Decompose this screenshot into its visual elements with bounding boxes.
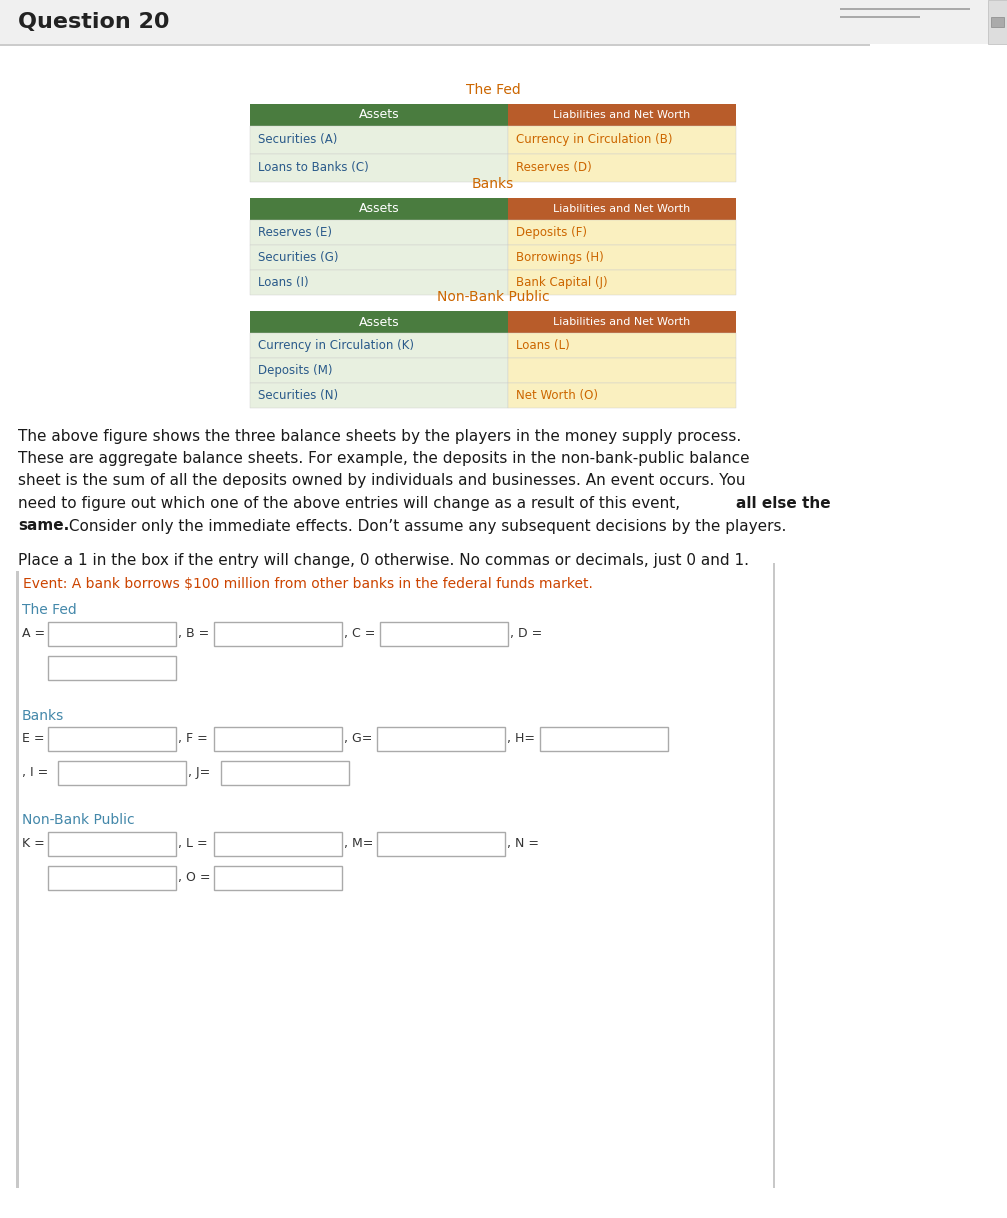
- Bar: [508, 333, 736, 358]
- Bar: [508, 382, 736, 408]
- Bar: [508, 220, 736, 245]
- Text: The above figure shows the three balance sheets by the players in the money supp: The above figure shows the three balance…: [18, 429, 741, 443]
- Bar: [508, 104, 736, 125]
- Bar: [214, 621, 342, 646]
- Text: Banks: Banks: [472, 177, 515, 191]
- Text: K =: K =: [22, 837, 44, 850]
- Text: Non-Bank Public: Non-Bank Public: [437, 290, 549, 304]
- Text: Loans (I): Loans (I): [258, 276, 308, 289]
- Bar: [988, 0, 1007, 44]
- Text: Non-Bank Public: Non-Bank Public: [22, 814, 135, 827]
- Bar: [840, 9, 970, 10]
- Text: need to figure out which one of the above entries will change as a result of thi: need to figure out which one of the abov…: [18, 496, 685, 512]
- Text: The Fed: The Fed: [465, 83, 521, 97]
- Bar: [508, 199, 736, 220]
- Bar: [214, 866, 342, 889]
- Text: Banks: Banks: [22, 709, 64, 722]
- Text: Liabilities and Net Worth: Liabilities and Net Worth: [554, 317, 691, 326]
- Text: , L =: , L =: [178, 837, 207, 850]
- Text: Securities (N): Securities (N): [258, 389, 338, 402]
- Text: , N =: , N =: [507, 837, 539, 850]
- Bar: [48, 621, 176, 646]
- Text: , D =: , D =: [510, 627, 542, 639]
- Bar: [48, 866, 176, 889]
- Bar: [250, 245, 508, 270]
- Bar: [48, 726, 176, 750]
- Text: Question 20: Question 20: [18, 12, 169, 32]
- Bar: [508, 311, 736, 333]
- Text: The Fed: The Fed: [22, 603, 77, 618]
- Bar: [0, 0, 1007, 44]
- Bar: [214, 726, 342, 750]
- Bar: [250, 153, 508, 181]
- Text: Loans to Banks (C): Loans to Banks (C): [258, 162, 369, 174]
- Text: Liabilities and Net Worth: Liabilities and Net Worth: [554, 110, 691, 121]
- Bar: [58, 760, 186, 784]
- Text: , F =: , F =: [178, 732, 207, 745]
- Text: , G=: , G=: [344, 732, 373, 745]
- Bar: [250, 311, 508, 333]
- Text: , J=: , J=: [188, 766, 210, 780]
- Bar: [508, 358, 736, 382]
- Text: , M=: , M=: [344, 837, 374, 850]
- Bar: [221, 760, 349, 784]
- Text: Liabilities and Net Worth: Liabilities and Net Worth: [554, 203, 691, 214]
- Bar: [16, 570, 19, 1188]
- Text: These are aggregate balance sheets. For example, the deposits in the non-bank-pu: These are aggregate balance sheets. For …: [18, 451, 749, 466]
- Bar: [214, 832, 342, 855]
- Bar: [250, 199, 508, 220]
- Bar: [540, 726, 668, 750]
- Text: Loans (L): Loans (L): [516, 339, 570, 352]
- Text: , B =: , B =: [178, 627, 209, 639]
- Bar: [48, 832, 176, 855]
- Bar: [380, 621, 508, 646]
- Bar: [0, 44, 870, 46]
- Text: Consider only the immediate effects. Don’t assume any subsequent decisions by th: Consider only the immediate effects. Don…: [64, 519, 786, 533]
- Bar: [250, 333, 508, 358]
- Text: , I =: , I =: [22, 766, 48, 780]
- Text: same.: same.: [18, 519, 69, 533]
- Bar: [250, 270, 508, 295]
- Text: Currency in Circulation (B): Currency in Circulation (B): [516, 134, 673, 146]
- Text: Securities (A): Securities (A): [258, 134, 337, 146]
- Bar: [250, 220, 508, 245]
- Text: all else the: all else the: [736, 496, 831, 512]
- Bar: [508, 270, 736, 295]
- Text: Currency in Circulation (K): Currency in Circulation (K): [258, 339, 414, 352]
- Bar: [773, 563, 775, 1188]
- Text: , O =: , O =: [178, 871, 210, 884]
- Bar: [250, 358, 508, 382]
- Text: sheet is the sum of all the deposits owned by individuals and businesses. An eve: sheet is the sum of all the deposits own…: [18, 474, 745, 488]
- Bar: [250, 125, 508, 153]
- Bar: [508, 125, 736, 153]
- Bar: [840, 16, 920, 18]
- Bar: [48, 655, 176, 680]
- Text: Assets: Assets: [358, 315, 400, 329]
- Text: , H=: , H=: [507, 732, 535, 745]
- Text: E =: E =: [22, 732, 44, 745]
- Text: Place a 1 in the box if the entry will change, 0 otherwise. No commas or decimal: Place a 1 in the box if the entry will c…: [18, 553, 749, 568]
- Text: Event: A bank borrows $100 million from other banks in the federal funds market.: Event: A bank borrows $100 million from …: [23, 577, 593, 592]
- Text: Securities (G): Securities (G): [258, 251, 338, 264]
- Bar: [508, 245, 736, 270]
- Text: Net Worth (O): Net Worth (O): [516, 389, 598, 402]
- Text: Deposits (F): Deposits (F): [516, 227, 587, 239]
- Text: Assets: Assets: [358, 202, 400, 216]
- Bar: [250, 104, 508, 125]
- Bar: [991, 17, 1004, 27]
- Bar: [377, 726, 505, 750]
- Text: Deposits (M): Deposits (M): [258, 364, 332, 378]
- Bar: [250, 382, 508, 408]
- Text: Reserves (E): Reserves (E): [258, 227, 332, 239]
- Text: , C =: , C =: [344, 627, 376, 639]
- Text: Reserves (D): Reserves (D): [516, 162, 592, 174]
- Text: Borrowings (H): Borrowings (H): [516, 251, 604, 264]
- Bar: [377, 832, 505, 855]
- Text: A =: A =: [22, 627, 45, 639]
- Bar: [508, 153, 736, 181]
- Text: Bank Capital (J): Bank Capital (J): [516, 276, 607, 289]
- Text: Assets: Assets: [358, 108, 400, 122]
